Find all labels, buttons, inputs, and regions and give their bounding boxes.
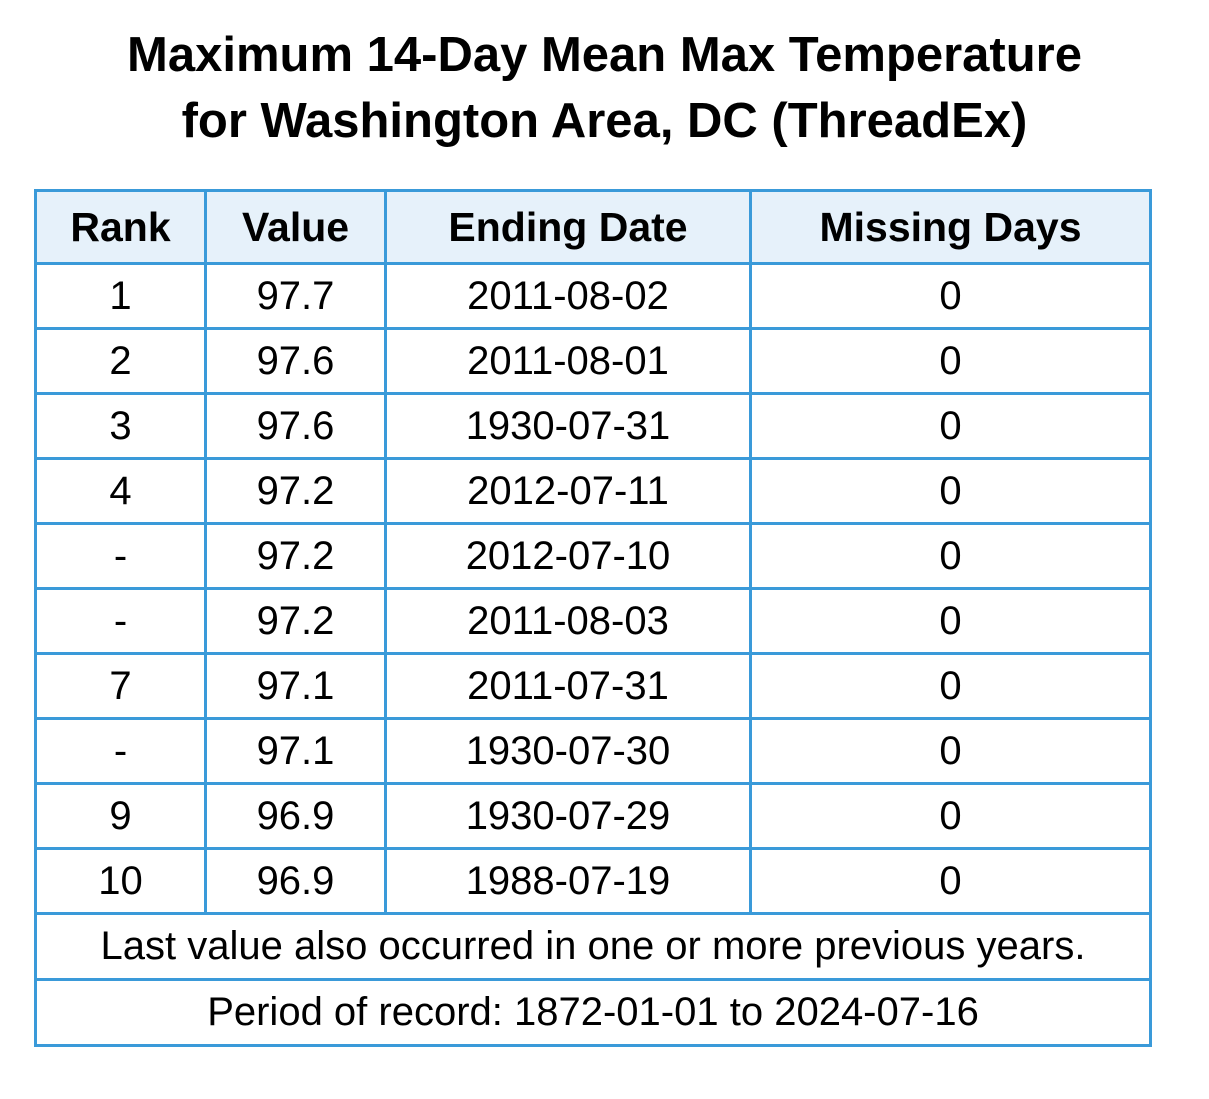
column-header-ending-date: Ending Date <box>384 189 752 265</box>
header-row: Rank Value Ending Date Missing Days <box>34 189 1152 265</box>
cell-ending-date: 2012-07-11 <box>384 457 752 525</box>
cell-missing-days: 0 <box>749 847 1152 915</box>
cell-value: 97.1 <box>204 652 387 720</box>
cell-rank: - <box>34 717 207 785</box>
cell-rank: 4 <box>34 457 207 525</box>
column-header-missing-days: Missing Days <box>749 189 1152 265</box>
cell-ending-date: 2011-07-31 <box>384 652 752 720</box>
cell-value: 96.9 <box>204 847 387 915</box>
column-header-rank: Rank <box>34 189 207 265</box>
table-row: 4 97.2 2012-07-11 0 <box>34 457 1152 525</box>
table-row: -97.1 1930-07-30 0 <box>34 717 1152 785</box>
cell-rank: 7 <box>34 652 207 720</box>
table-row: -97.2 2012-07-10 0 <box>34 522 1152 590</box>
cell-value: 97.7 <box>204 262 387 330</box>
table-row: 9 96.9 1930-07-29 0 <box>34 782 1152 850</box>
cell-rank: 9 <box>34 782 207 850</box>
cell-value: 97.2 <box>204 522 387 590</box>
period-row: Period of record: 1872-01-01 to 2024-07-… <box>34 978 1152 1047</box>
cell-missing-days: 0 <box>749 717 1152 785</box>
table-row: 10 96.9 1988-07-19 0 <box>34 847 1152 915</box>
cell-rank: 1 <box>34 262 207 330</box>
table-row: 1 97.7 2011-08-02 0 <box>34 262 1152 330</box>
cell-missing-days: 0 <box>749 457 1152 525</box>
cell-rank: 2 <box>34 327 207 395</box>
records-table: Rank Value Ending Date Missing Days 1 97.… <box>34 189 1152 1047</box>
cell-value: 97.2 <box>204 587 387 655</box>
column-header-value: Value <box>204 189 387 265</box>
cell-ending-date: 2011-08-03 <box>384 587 752 655</box>
cell-value: 97.6 <box>204 327 387 395</box>
table-row: 2 97.6 2011-08-01 0 <box>34 327 1152 395</box>
cell-missing-days: 0 <box>749 652 1152 720</box>
chart-title-line-2: for Washington Area, DC (ThreadEx) <box>181 94 1028 148</box>
table-body: 1 97.7 2011-08-02 0 2 97.6 2011-08-01 0 3 97.6 193… <box>34 262 1152 915</box>
cell-rank: 3 <box>34 392 207 460</box>
cell-value: 97.2 <box>204 457 387 525</box>
cell-ending-date: 2012-07-10 <box>384 522 752 590</box>
cell-value: 96.9 <box>204 782 387 850</box>
cell-rank: - <box>34 522 207 590</box>
cell-ending-date: 2011-08-01 <box>384 327 752 395</box>
cell-ending-date: 2011-08-02 <box>384 262 752 330</box>
cell-rank: 10 <box>34 847 207 915</box>
cell-missing-days: 0 <box>749 262 1152 330</box>
cell-ending-date: 1930-07-30 <box>384 717 752 785</box>
table-row: 3 97.6 1930-07-31 0 <box>34 392 1152 460</box>
cell-ending-date: 1988-07-19 <box>384 847 752 915</box>
cell-ending-date: 1930-07-29 <box>384 782 752 850</box>
cell-missing-days: 0 <box>749 522 1152 590</box>
cell-value: 97.6 <box>204 392 387 460</box>
cell-missing-days: 0 <box>749 392 1152 460</box>
chart-title: Maximum 14-Day Mean Max Temperature for … <box>0 22 1209 154</box>
cell-missing-days: 0 <box>749 327 1152 395</box>
cell-missing-days: 0 <box>749 587 1152 655</box>
cell-value: 97.1 <box>204 717 387 785</box>
period-of-record: Period of record: 1872-01-01 to 2024-07-… <box>34 978 1152 1047</box>
chart-title-line-1: Maximum 14-Day Mean Max Temperature <box>127 28 1082 82</box>
note-row: Last value also occurred in one or more … <box>34 912 1152 981</box>
table-row: 7 97.1 2011-07-31 0 <box>34 652 1152 720</box>
note-previous-years: Last value also occurred in one or more … <box>34 912 1152 981</box>
cell-ending-date: 1930-07-31 <box>384 392 752 460</box>
cell-missing-days: 0 <box>749 782 1152 850</box>
cell-rank: - <box>34 587 207 655</box>
table-row: -97.2 2011-08-03 0 <box>34 587 1152 655</box>
